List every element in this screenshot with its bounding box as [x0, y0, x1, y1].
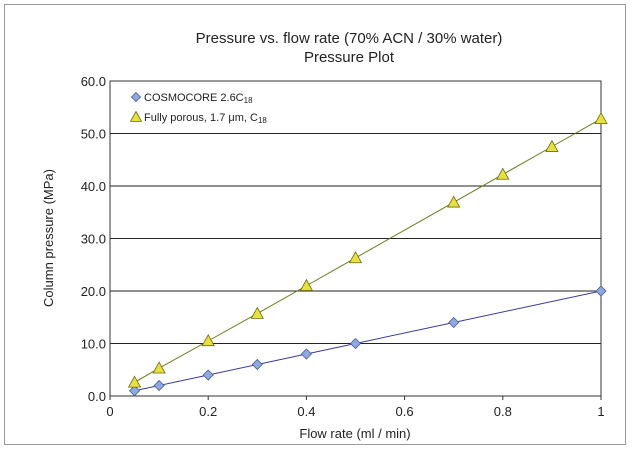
x-tick-label: 0.4 — [297, 404, 315, 419]
x-tick-label: 0.6 — [396, 404, 414, 419]
legend: COSMOCORE 2.6C18 Fully porous, 1.7 μm, C… — [129, 91, 267, 125]
data-point-triangle — [201, 334, 215, 347]
data-point-diamond — [448, 316, 460, 329]
y-tick-label: 20.0 — [81, 284, 106, 299]
data-point-triangle — [250, 306, 264, 319]
data-point-triangle — [152, 361, 166, 374]
y-tick-label: 40.0 — [81, 179, 106, 194]
data-point-triangle — [496, 167, 510, 180]
legend-item-cosmocore: COSMOCORE 2.6C18 — [130, 91, 253, 105]
series-fully-porous — [127, 111, 608, 388]
data-point-diamond — [128, 385, 141, 397]
data-point-diamond — [349, 337, 362, 350]
legend-label-fully-porous: Fully porous, 1.7 μm, C18 — [144, 112, 267, 125]
series-line — [134, 118, 602, 383]
chart-title: Pressure vs. flow rate (70% ACN / 30% wa… — [196, 30, 503, 47]
data-point-triangle — [127, 375, 142, 388]
series-cosmocore — [128, 285, 607, 397]
y-axis-label: Column pressure (MPa) — [41, 169, 56, 307]
data-point-triangle — [594, 111, 608, 124]
y-tick-label: 30.0 — [81, 232, 106, 247]
grid-lines — [110, 133, 601, 344]
data-point-diamond — [595, 285, 607, 297]
data-point-diamond — [300, 348, 312, 360]
chart-subtitle: Pressure Plot — [304, 49, 395, 66]
data-point-triangle — [348, 251, 363, 264]
series-line — [134, 290, 602, 392]
x-tick-label: 0 — [106, 404, 113, 419]
data-point-diamond — [153, 379, 165, 392]
plot-area — [109, 80, 602, 397]
tick-labels: 0.0 10.0 20.0 30.0 40.0 50.0 60.0 0 0.2 0.4 0.6 0.8… — [81, 74, 605, 419]
x-tick-label: 1 — [597, 404, 604, 419]
series-layer — [127, 111, 608, 397]
y-tick-label: 0.0 — [88, 389, 106, 404]
y-tick-label: 50.0 — [81, 127, 106, 142]
legend-marker-triangle — [129, 110, 143, 122]
x-tick-label: 0.8 — [494, 404, 512, 419]
chart-frame — [4, 4, 626, 445]
x-tick-label: 0.2 — [199, 404, 217, 419]
data-point-diamond — [202, 369, 214, 381]
legend-label-cosmocore: COSMOCORE 2.6C18 — [144, 92, 253, 105]
data-point-triangle — [545, 139, 559, 152]
data-point-triangle — [299, 278, 314, 291]
data-point-triangle — [447, 195, 461, 208]
legend-item-fully-porous: Fully porous, 1.7 μm, C18 — [129, 110, 267, 125]
data-point-diamond — [251, 358, 263, 371]
y-tick-label: 60.0 — [81, 74, 106, 89]
x-axis-label: Flow rate (ml / min) — [299, 426, 410, 441]
legend-marker-diamond — [130, 91, 142, 103]
y-tick-label: 10.0 — [81, 337, 106, 352]
